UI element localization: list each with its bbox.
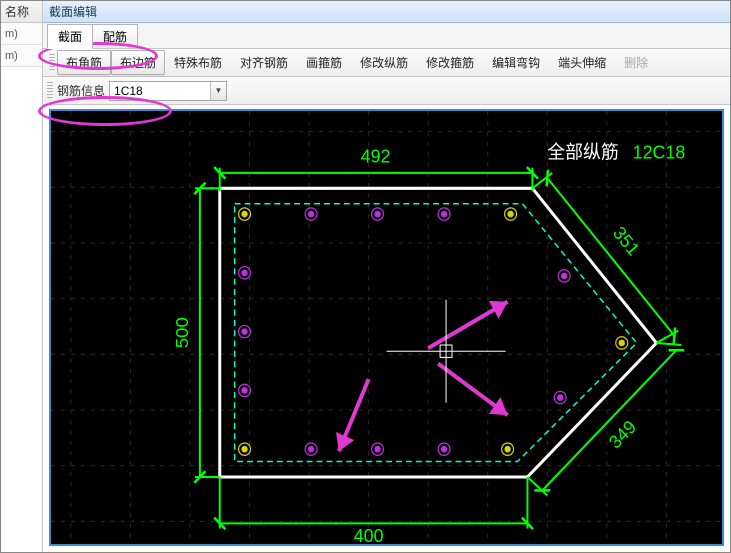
section-diagram: 492 500 400 351 349 全部纵筋 12C18	[51, 111, 722, 544]
tab-截面[interactable]: 截面	[47, 24, 93, 49]
rebar-info-dropdown[interactable]: ▼	[210, 82, 226, 100]
toolbar-btn-特殊布筋[interactable]: 特殊布筋	[165, 50, 231, 75]
toolbar-btn-布角筋[interactable]: 布角筋	[57, 50, 111, 75]
left-panel: 名称 m) m)	[1, 1, 43, 552]
svg-text:12C18: 12C18	[633, 142, 686, 162]
svg-text:351: 351	[609, 223, 643, 260]
left-panel-body	[1, 67, 42, 552]
panel-title: 截面编辑	[43, 1, 730, 23]
left-row-2: m)	[1, 45, 42, 67]
svg-text:349: 349	[605, 416, 640, 452]
svg-text:492: 492	[361, 146, 391, 166]
svg-text:400: 400	[354, 526, 384, 544]
toolbar-btn-布边筋[interactable]: 布边筋	[111, 50, 165, 75]
toolbar-btn-端头伸缩[interactable]: 端头伸缩	[549, 50, 615, 75]
canvas-container: 492 500 400 351 349 全部纵筋 12C18	[43, 105, 730, 552]
rebar-info-input[interactable]	[110, 82, 210, 100]
toolbar: 布角筋布边筋特殊布筋对齐钢筋画箍筋修改纵筋修改箍筋编辑弯钩端头伸缩删除	[43, 49, 730, 77]
tab-配筋[interactable]: 配筋	[92, 24, 138, 48]
toolbar-btn-修改纵筋[interactable]: 修改纵筋	[351, 50, 417, 75]
rebar-info-combo[interactable]: ▼	[109, 81, 227, 101]
toolbar-grip	[47, 82, 53, 100]
left-panel-header: 名称	[1, 1, 42, 23]
toolbar-btn-编辑弯钩[interactable]: 编辑弯钩	[483, 50, 549, 75]
svg-text:500: 500	[172, 317, 192, 348]
section-canvas[interactable]: 492 500 400 351 349 全部纵筋 12C18	[49, 109, 724, 546]
tabs-row: 截面配筋	[43, 23, 730, 49]
svg-text:全部纵筋: 全部纵筋	[547, 142, 618, 162]
toolbar-btn-画箍筋[interactable]: 画箍筋	[297, 50, 351, 75]
left-row-1: m)	[1, 23, 42, 45]
main-panel: 截面编辑 截面配筋 布角筋布边筋特殊布筋对齐钢筋画箍筋修改纵筋修改箍筋编辑弯钩端…	[43, 1, 730, 552]
toolbar-btn-对齐钢筋[interactable]: 对齐钢筋	[231, 50, 297, 75]
rebar-info-row: 钢筋信息 ▼	[43, 77, 730, 105]
toolbar-grip	[49, 54, 55, 72]
toolbar-btn-删除: 删除	[615, 50, 657, 75]
app-root: 名称 m) m) 截面编辑 截面配筋 布角筋布边筋特殊布筋对齐钢筋画箍筋修改纵筋…	[0, 0, 731, 553]
rebar-info-label: 钢筋信息	[57, 82, 105, 99]
toolbar-btn-修改箍筋[interactable]: 修改箍筋	[417, 50, 483, 75]
